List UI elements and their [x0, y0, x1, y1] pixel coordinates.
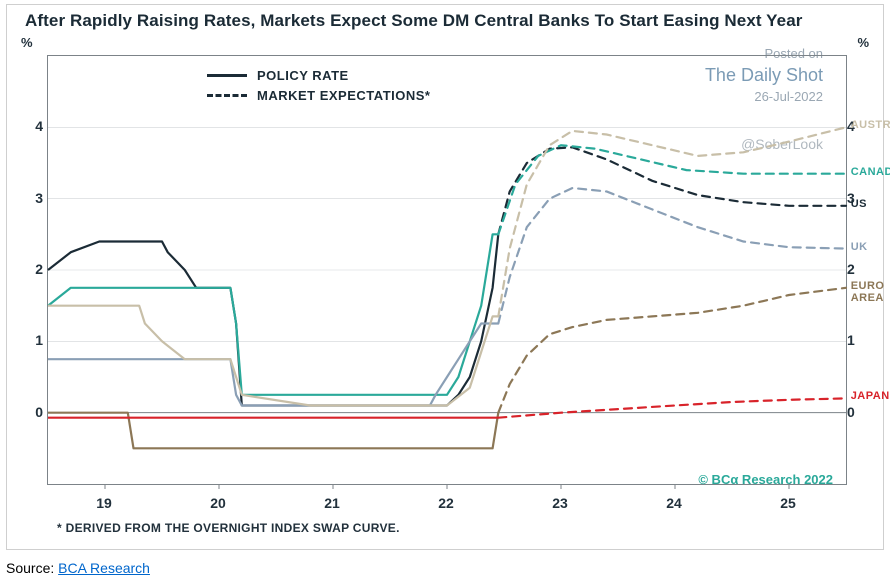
xtick: 21 — [324, 495, 340, 511]
series-label-australia: AUSTRALIA — [851, 119, 890, 131]
series-dash-australia — [498, 127, 846, 316]
xtick: 25 — [780, 495, 796, 511]
ytick-left: 0 — [23, 404, 43, 420]
series-label-canada: CANADA — [851, 166, 890, 178]
source-line: Source: BCA Research — [6, 560, 150, 576]
ytick-right: 2 — [847, 261, 867, 277]
ytick-left: 4 — [23, 118, 43, 134]
series-solid-canada — [48, 234, 498, 394]
xtick: 20 — [210, 495, 226, 511]
chart-frame: After Rapidly Raising Rates, Markets Exp… — [6, 4, 884, 550]
plot-area — [47, 55, 847, 485]
series-dash-uk — [498, 188, 846, 324]
ytick-right: 1 — [847, 332, 867, 348]
series-dash-canada — [498, 145, 846, 234]
series-dash-euro area — [498, 288, 846, 413]
series-label-japan: JAPAN — [851, 390, 890, 402]
plot-svg — [48, 56, 846, 484]
source-prefix: Source: — [6, 560, 58, 576]
series-label-euro area: EURO AREA — [851, 280, 885, 304]
series-solid-australia — [48, 306, 498, 406]
ytick-left: 3 — [23, 190, 43, 206]
xtick: 23 — [552, 495, 568, 511]
source-link[interactable]: BCA Research — [58, 560, 150, 576]
y-unit-left: % — [21, 35, 33, 50]
chart-title: After Rapidly Raising Rates, Markets Exp… — [25, 11, 803, 31]
xtick: 22 — [438, 495, 454, 511]
xtick: 19 — [96, 495, 112, 511]
screenshot-root: After Rapidly Raising Rates, Markets Exp… — [0, 0, 890, 582]
copyright: © BCα Research 2022 — [698, 472, 833, 487]
footnote: * DERIVED FROM THE OVERNIGHT INDEX SWAP … — [57, 521, 400, 535]
series-solid-uk — [48, 324, 498, 406]
ytick-left: 2 — [23, 261, 43, 277]
ytick-left: 1 — [23, 332, 43, 348]
xtick: 24 — [666, 495, 682, 511]
y-unit-right: % — [857, 35, 869, 50]
series-dash-us — [498, 147, 846, 234]
series-label-us: US — [851, 198, 867, 210]
series-label-uk: UK — [851, 241, 868, 253]
series-dash-japan — [498, 398, 846, 417]
series-solid-us — [48, 234, 498, 405]
ytick-right: 0 — [847, 404, 867, 420]
